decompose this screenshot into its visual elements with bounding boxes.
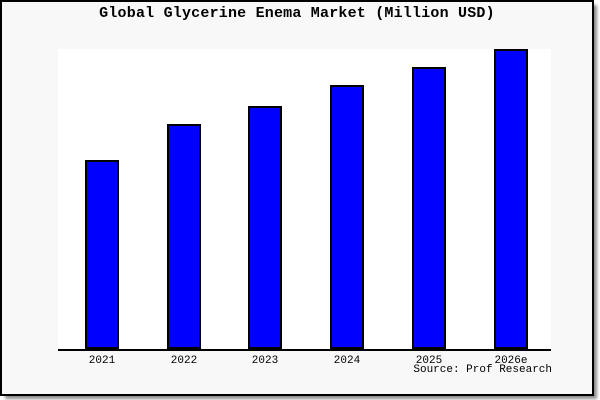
bar-2024 bbox=[330, 85, 364, 349]
bar-2026e bbox=[494, 49, 528, 349]
bar-2021 bbox=[85, 160, 119, 349]
x-tick-label-2023: 2023 bbox=[251, 355, 279, 367]
chart-title: Global Glycerine Enema Market (Million U… bbox=[99, 5, 495, 22]
x-tick-label-2026e: 2026e bbox=[494, 355, 528, 367]
x-tick-label-2025: 2025 bbox=[415, 355, 443, 367]
plot-area bbox=[58, 49, 551, 351]
bar-2023 bbox=[248, 106, 282, 349]
x-axis-labels: 2021 2022 2023 2024 2025 2026e bbox=[2, 355, 592, 369]
x-tick-label-2021: 2021 bbox=[88, 355, 116, 367]
bar-2025 bbox=[412, 67, 446, 349]
source-credit: Source: Prof Research bbox=[413, 364, 552, 376]
x-tick-label-2024: 2024 bbox=[333, 355, 361, 367]
x-tick-label-2022: 2022 bbox=[170, 355, 198, 367]
bar-2022 bbox=[167, 124, 201, 349]
